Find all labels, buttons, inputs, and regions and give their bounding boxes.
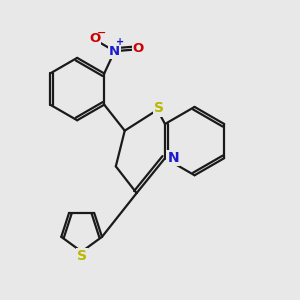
Text: S: S [77, 249, 87, 263]
Text: N: N [109, 45, 120, 58]
Text: +: + [116, 37, 124, 47]
Text: O: O [133, 42, 144, 55]
Text: −: − [97, 28, 106, 38]
Text: N: N [167, 151, 179, 165]
Text: S: S [154, 101, 164, 116]
Text: O: O [89, 32, 100, 45]
